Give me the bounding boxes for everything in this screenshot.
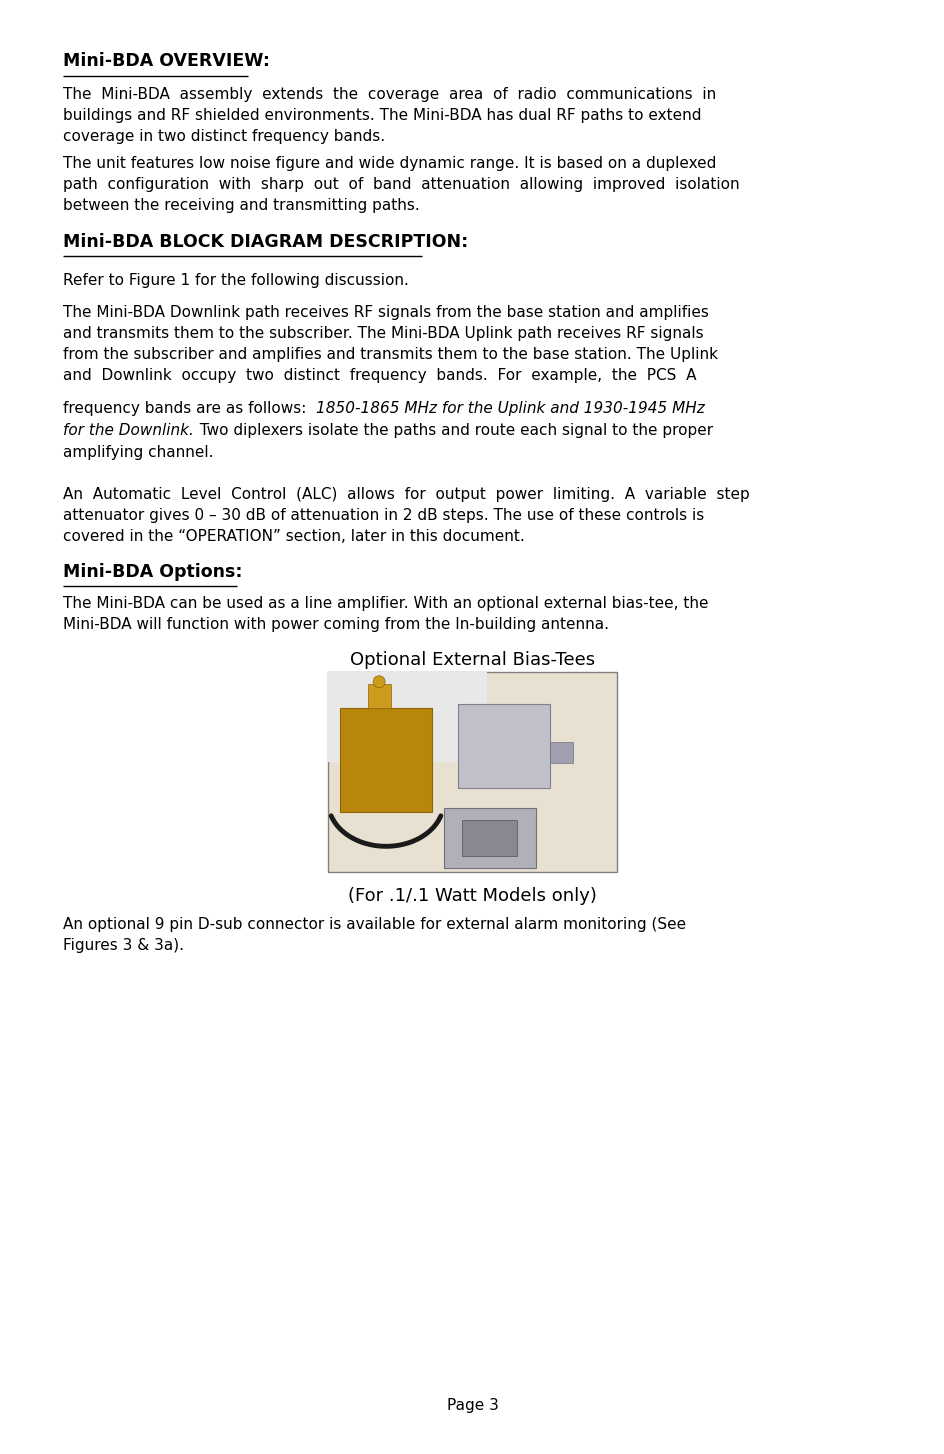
Text: Mini-BDA BLOCK DIAGRAM DESCRIPTION:: Mini-BDA BLOCK DIAGRAM DESCRIPTION: (63, 233, 468, 250)
Text: The Mini-BDA Downlink path receives RF signals from the base station and amplifi: The Mini-BDA Downlink path receives RF s… (63, 305, 708, 320)
Text: frequency bands are as follows:: frequency bands are as follows: (63, 401, 311, 416)
Text: An  Automatic  Level  Control  (ALC)  allows  for  output  power  limiting.  A  : An Automatic Level Control (ALC) allows … (63, 487, 749, 502)
Bar (462, 820, 517, 856)
Bar (458, 704, 549, 788)
Text: Mini-BDA will function with power coming from the In-building antenna.: Mini-BDA will function with power coming… (63, 616, 608, 632)
Text: Mini-BDA Options:: Mini-BDA Options: (63, 563, 243, 580)
Bar (329, 672, 486, 762)
Text: Page 3: Page 3 (447, 1399, 497, 1413)
Text: 1850-1865 MHz for the Uplink and 1930-1945 MHz: 1850-1865 MHz for the Uplink and 1930-19… (316, 401, 704, 416)
Text: Figures 3 & 3a).: Figures 3 & 3a). (63, 938, 184, 954)
Text: Mini-BDA OVERVIEW:: Mini-BDA OVERVIEW: (63, 52, 270, 70)
Text: An optional 9 pin D-sub connector is available for external alarm monitoring (Se: An optional 9 pin D-sub connector is ava… (63, 917, 685, 932)
Text: Optional External Bias-Tees: Optional External Bias-Tees (349, 651, 595, 669)
Text: amplifying channel.: amplifying channel. (63, 445, 213, 459)
Text: attenuator gives 0 – 30 dB of attenuation in 2 dB steps. The use of these contro: attenuator gives 0 – 30 dB of attenuatio… (63, 507, 703, 523)
Text: coverage in two distinct frequency bands.: coverage in two distinct frequency bands… (63, 129, 385, 144)
Text: and  Downlink  occupy  two  distinct  frequency  bands.  For  example,  the  PCS: and Downlink occupy two distinct frequen… (63, 368, 696, 384)
Text: The Mini-BDA can be used as a line amplifier. With an optional external bias-tee: The Mini-BDA can be used as a line ampli… (63, 596, 708, 611)
Bar (329, 672, 615, 872)
Text: for the Downlink.: for the Downlink. (63, 423, 194, 438)
Text: path  configuration  with  sharp  out  of  band  attenuation  allowing  improved: path configuration with sharp out of ban… (63, 176, 739, 192)
Bar (367, 683, 390, 708)
Text: Two diplexers isolate the paths and route each signal to the proper: Two diplexers isolate the paths and rout… (190, 423, 713, 438)
Text: buildings and RF shielded environments. The Mini-BDA has dual RF paths to extend: buildings and RF shielded environments. … (63, 108, 700, 124)
Bar (549, 742, 573, 763)
Text: covered in the “OPERATION” section, later in this document.: covered in the “OPERATION” section, late… (63, 529, 524, 544)
Text: (For .1/.1 Watt Models only): (For .1/.1 Watt Models only) (347, 887, 597, 904)
Text: and transmits them to the subscriber. The Mini-BDA Uplink path receives RF signa: and transmits them to the subscriber. Th… (63, 326, 703, 342)
Text: from the subscriber and amplifies and transmits them to the base station. The Up: from the subscriber and amplifies and tr… (63, 348, 717, 362)
Bar (444, 808, 535, 868)
Circle shape (373, 676, 385, 688)
Text: The unit features low noise figure and wide dynamic range. It is based on a dupl: The unit features low noise figure and w… (63, 156, 716, 170)
Text: Refer to Figure 1 for the following discussion.: Refer to Figure 1 for the following disc… (63, 273, 409, 288)
Bar (340, 708, 431, 813)
Text: between the receiving and transmitting paths.: between the receiving and transmitting p… (63, 198, 419, 212)
Text: The  Mini-BDA  assembly  extends  the  coverage  area  of  radio  communications: The Mini-BDA assembly extends the covera… (63, 87, 716, 102)
